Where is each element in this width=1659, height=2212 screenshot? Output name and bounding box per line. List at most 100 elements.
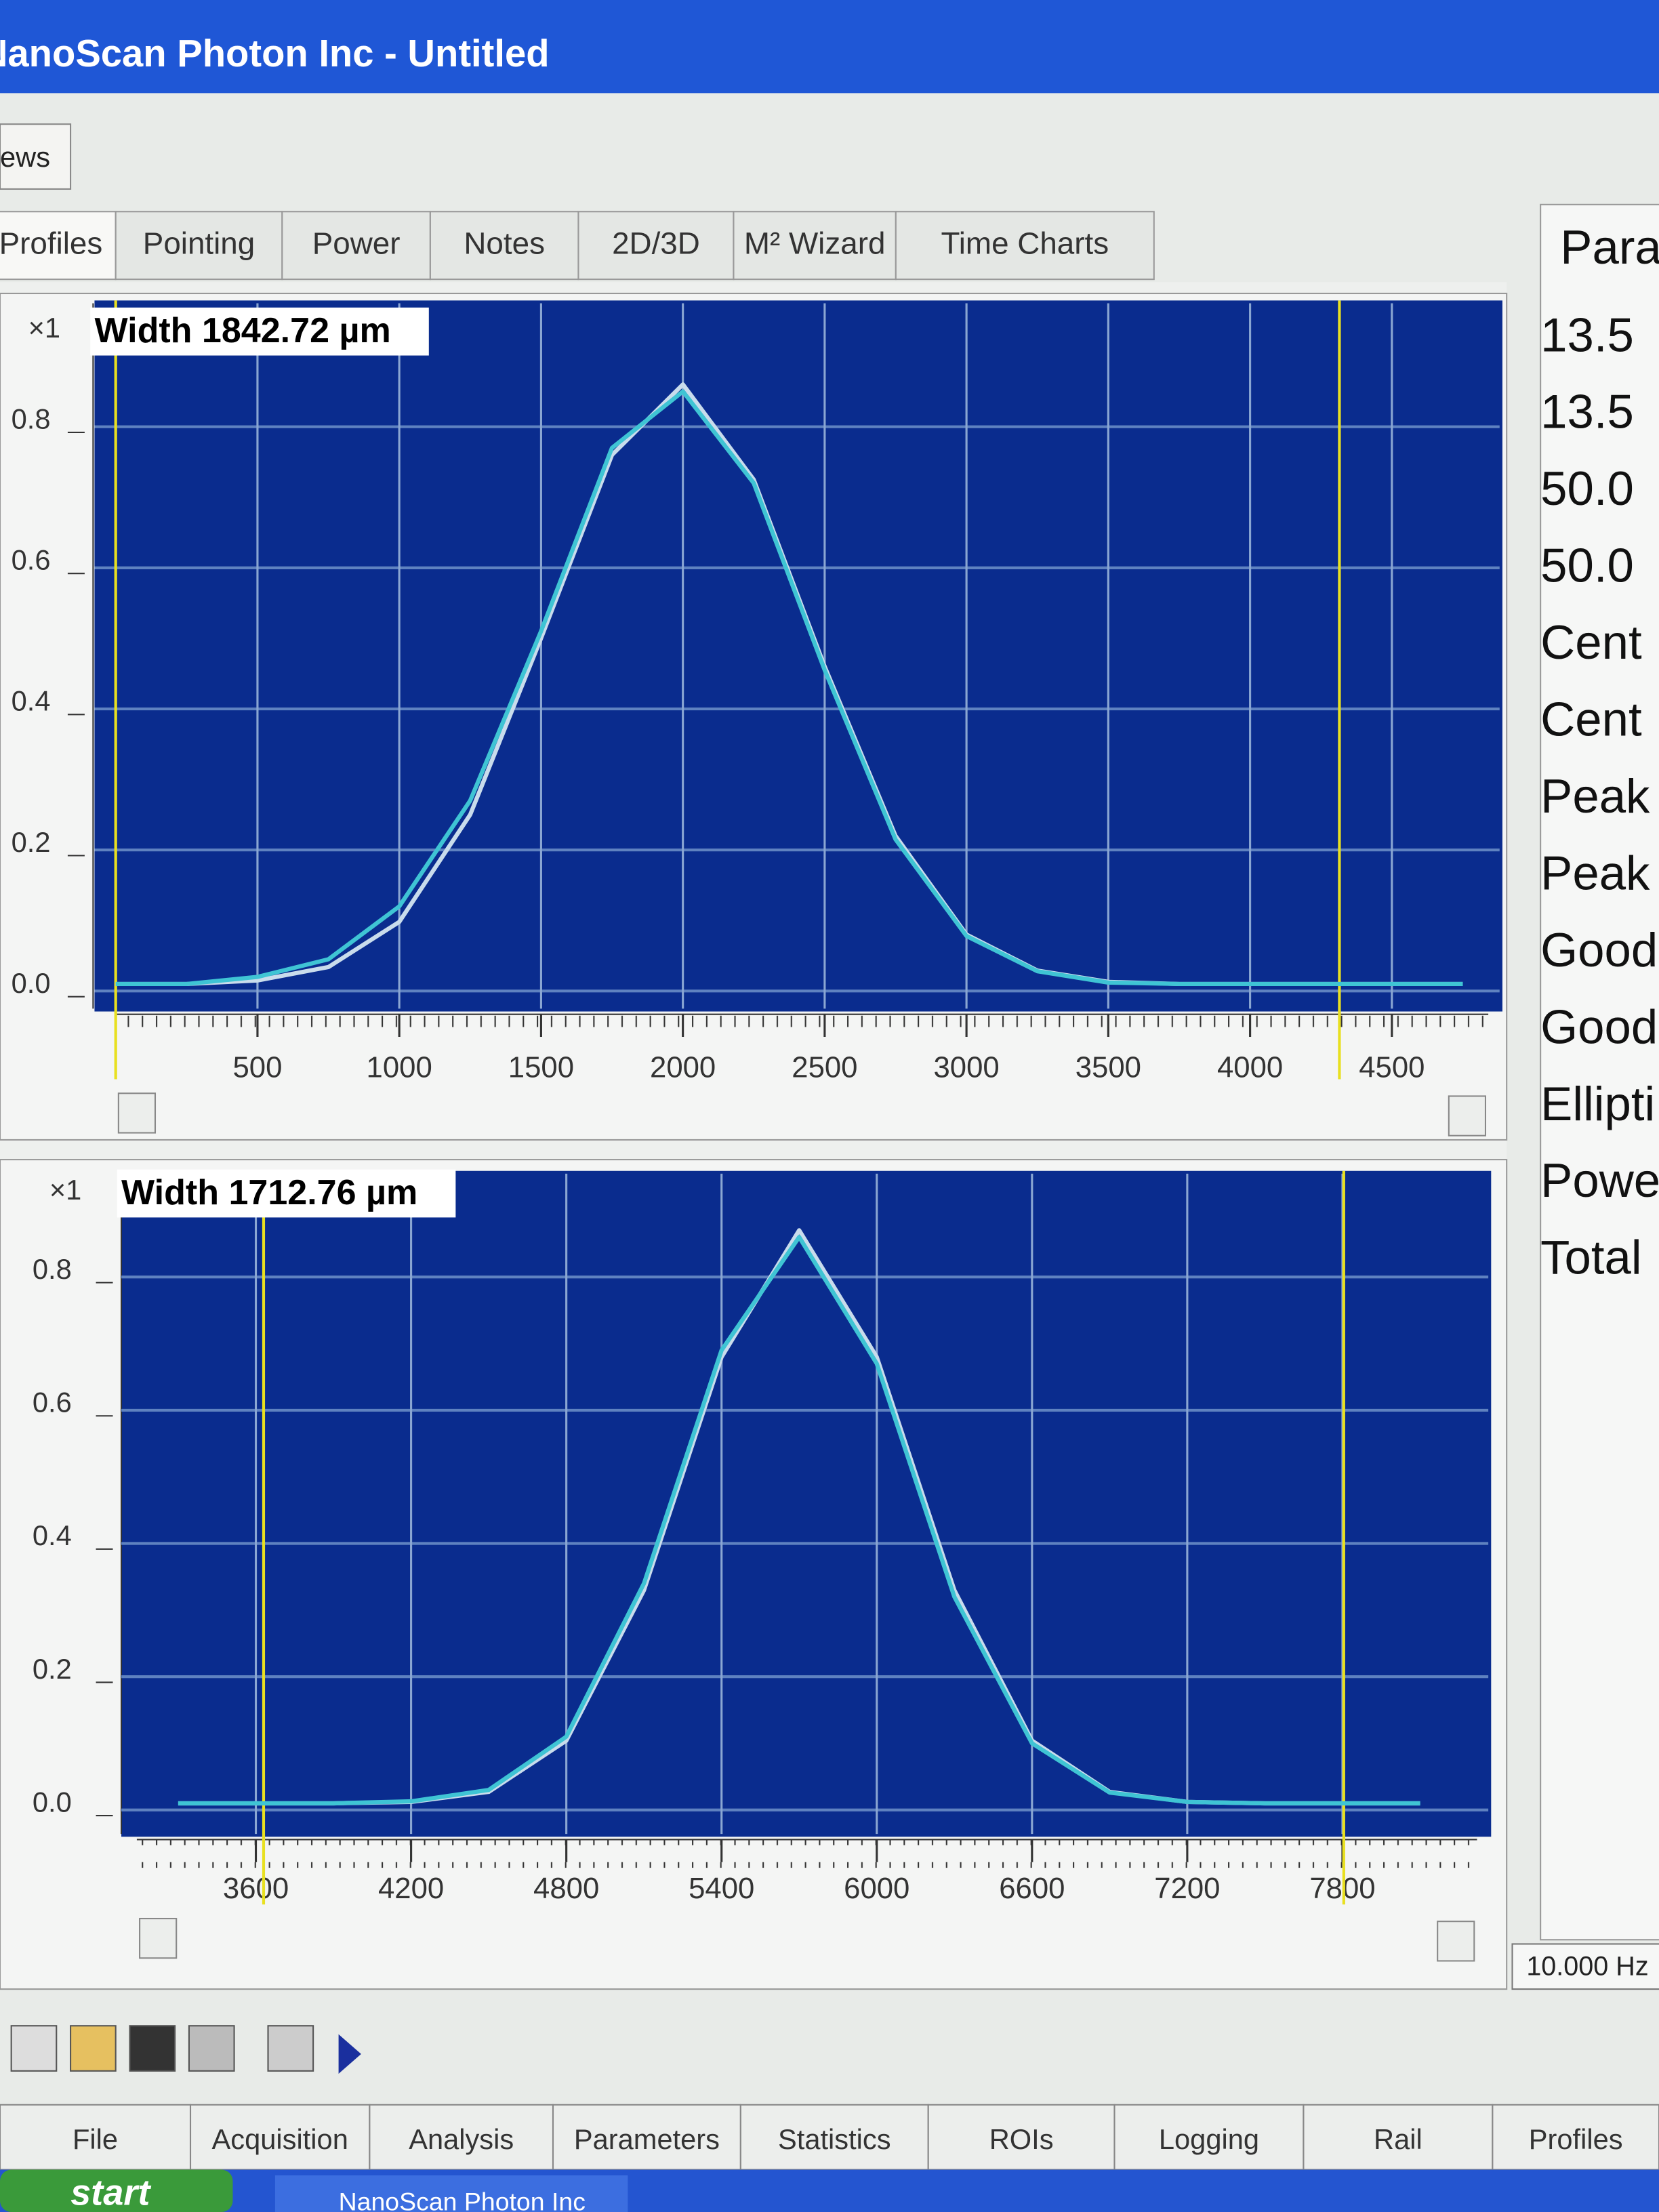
task-button[interactable] (274, 2175, 628, 2212)
toolbar (10, 2025, 361, 2074)
y-tick-label: 0.2 (33, 1653, 72, 1685)
x-tick-label: 6000 (844, 1872, 909, 1905)
window-title: NanoScan Photon Inc - Untitled (0, 32, 550, 75)
width-annotation: Width 1712.76 µm (121, 1173, 417, 1212)
side-row: 13.5 (1540, 308, 1634, 361)
side-row: Peak (1540, 769, 1650, 823)
scroll-right[interactable] (1448, 1095, 1487, 1136)
scroll-left[interactable] (139, 1917, 178, 1959)
x-tick-label: 6600 (999, 1872, 1065, 1905)
y-tick-label: 0.4 (12, 685, 51, 717)
x-tick-label: 500 (232, 1050, 282, 1084)
x-tick-label: 5400 (689, 1872, 754, 1905)
x-tick-label: 4500 (1359, 1050, 1425, 1084)
bottom-tab-label: ROIs (989, 2123, 1054, 2155)
scale-label: ×1 (49, 1174, 81, 1206)
bottom-tab[interactable] (1303, 2104, 1494, 2171)
views-tab[interactable] (0, 123, 72, 190)
task-label: NanoScan Photon Inc (339, 2187, 586, 2212)
play-button[interactable] (338, 2034, 361, 2074)
x-tick-label: 2500 (792, 1050, 857, 1084)
x-tick-label: 4000 (1217, 1050, 1283, 1084)
ruler (136, 1839, 1477, 1868)
side-row: 50.0 (1540, 462, 1634, 515)
scroll-left[interactable] (117, 1092, 157, 1134)
tool-button[interactable] (70, 2025, 117, 2072)
tool-button[interactable] (10, 2025, 58, 2072)
profile-chart: 0.0 0.2 0.4 0.6 0.8 500 1000 1500 2000 2500 3000 35… (0, 292, 1508, 1141)
rate: 10.000 Hz (1526, 1951, 1648, 1981)
side-row: Powe (1540, 1153, 1659, 1207)
title-bar (0, 0, 1659, 94)
y-tick-label: 0.2 (12, 826, 51, 858)
bottom-tab[interactable] (1492, 2104, 1659, 2171)
y-tick-label: 0.8 (33, 1253, 72, 1285)
side-row: Cent (1540, 615, 1642, 669)
tab-label: M² Wizard (744, 226, 886, 260)
x-tick-label: 1500 (508, 1050, 574, 1084)
tab[interactable] (0, 211, 117, 281)
x-tick-label: 3000 (934, 1050, 1000, 1084)
tab-label: Pointing (143, 226, 255, 260)
bottom-tab-label: Acquisition (212, 2123, 348, 2155)
start-label: start (70, 2172, 151, 2212)
width-annotation: Width 1842.72 µm (94, 311, 390, 350)
tab[interactable] (895, 211, 1155, 281)
bottom-tab[interactable] (369, 2104, 554, 2171)
y-tick-label: 0.0 (12, 967, 51, 999)
scale-label: ×1 (28, 312, 60, 344)
y-tick-label: 0.0 (33, 1786, 72, 1818)
plot-area (121, 1170, 1492, 1837)
side-row: Good (1540, 923, 1658, 977)
profile-line (178, 1235, 1420, 1806)
annotation-box (90, 307, 429, 356)
tab-label: Notes (464, 226, 545, 260)
bottom-tab[interactable] (1113, 2104, 1305, 2171)
side-row: Good (1540, 1000, 1658, 1053)
bottom-tabs: File Acquisition Analysis Parameters Statist… (0, 2104, 1659, 2171)
y-tick-label: 0.6 (12, 544, 51, 576)
x-tick-label: 2000 (650, 1050, 716, 1084)
bottom-tab-label: Profiles (1529, 2123, 1623, 2155)
scroll-right[interactable] (1437, 1921, 1475, 1962)
bottom-tab[interactable] (927, 2104, 1115, 2171)
y-tick-label: 0.6 (33, 1387, 72, 1418)
tool-button[interactable] (129, 2025, 176, 2072)
side-row: 50.0 (1540, 539, 1634, 592)
bottom-tab-label: Logging (1159, 2123, 1259, 2155)
profile-chart: 0.0 0.2 0.4 0.6 0.8 3600 4200 4800 5400 6000 6600 7… (0, 1159, 1508, 1990)
side-panel-header: Para (1560, 220, 1659, 274)
taskbar (0, 2169, 1659, 2212)
bottom-tab-label: Analysis (409, 2123, 514, 2155)
views-tab-label: ews (0, 141, 50, 173)
start-button[interactable] (0, 2169, 233, 2212)
x-tick-label: 3600 (223, 1872, 289, 1905)
profile-line (115, 389, 1463, 987)
y-tick-label: 0.4 (33, 1519, 72, 1551)
side-row: Peak (1540, 846, 1650, 899)
tab[interactable] (429, 211, 579, 281)
tab-label: 2D/3D (612, 226, 700, 260)
annotation-box (117, 1169, 456, 1218)
x-tick-label: 4800 (533, 1872, 599, 1905)
tool-button[interactable] (188, 2025, 235, 2072)
bottom-tab-label: File (73, 2123, 118, 2155)
y-tick-label: 0.8 (12, 403, 51, 434)
x-tick-label: 3500 (1076, 1050, 1141, 1084)
rate-box (1511, 1943, 1659, 1990)
ruler (115, 1014, 1489, 1043)
charts: 0.0 0.2 0.4 0.6 0.8 500 1000 1500 2000 2500 3000 35… (0, 292, 1508, 1990)
bottom-tab-label: Parameters (574, 2123, 720, 2155)
bottom-tab-label: Rail (1374, 2123, 1422, 2155)
x-tick-label: 4200 (378, 1872, 444, 1905)
tab-strip: Profiles Pointing Power Notes 2D/3D M² Wizard… (0, 211, 1155, 281)
bottom-tab[interactable] (552, 2104, 741, 2171)
tab-label: Profiles (0, 226, 102, 260)
bottom-tab-label: Statistics (778, 2123, 891, 2155)
side-row: Ellipti (1540, 1077, 1655, 1130)
side-row: 13.5 (1540, 385, 1634, 438)
side-panel (1540, 203, 1659, 1941)
x-tick-label: 1000 (367, 1050, 432, 1084)
tool-button[interactable] (267, 2025, 314, 2072)
